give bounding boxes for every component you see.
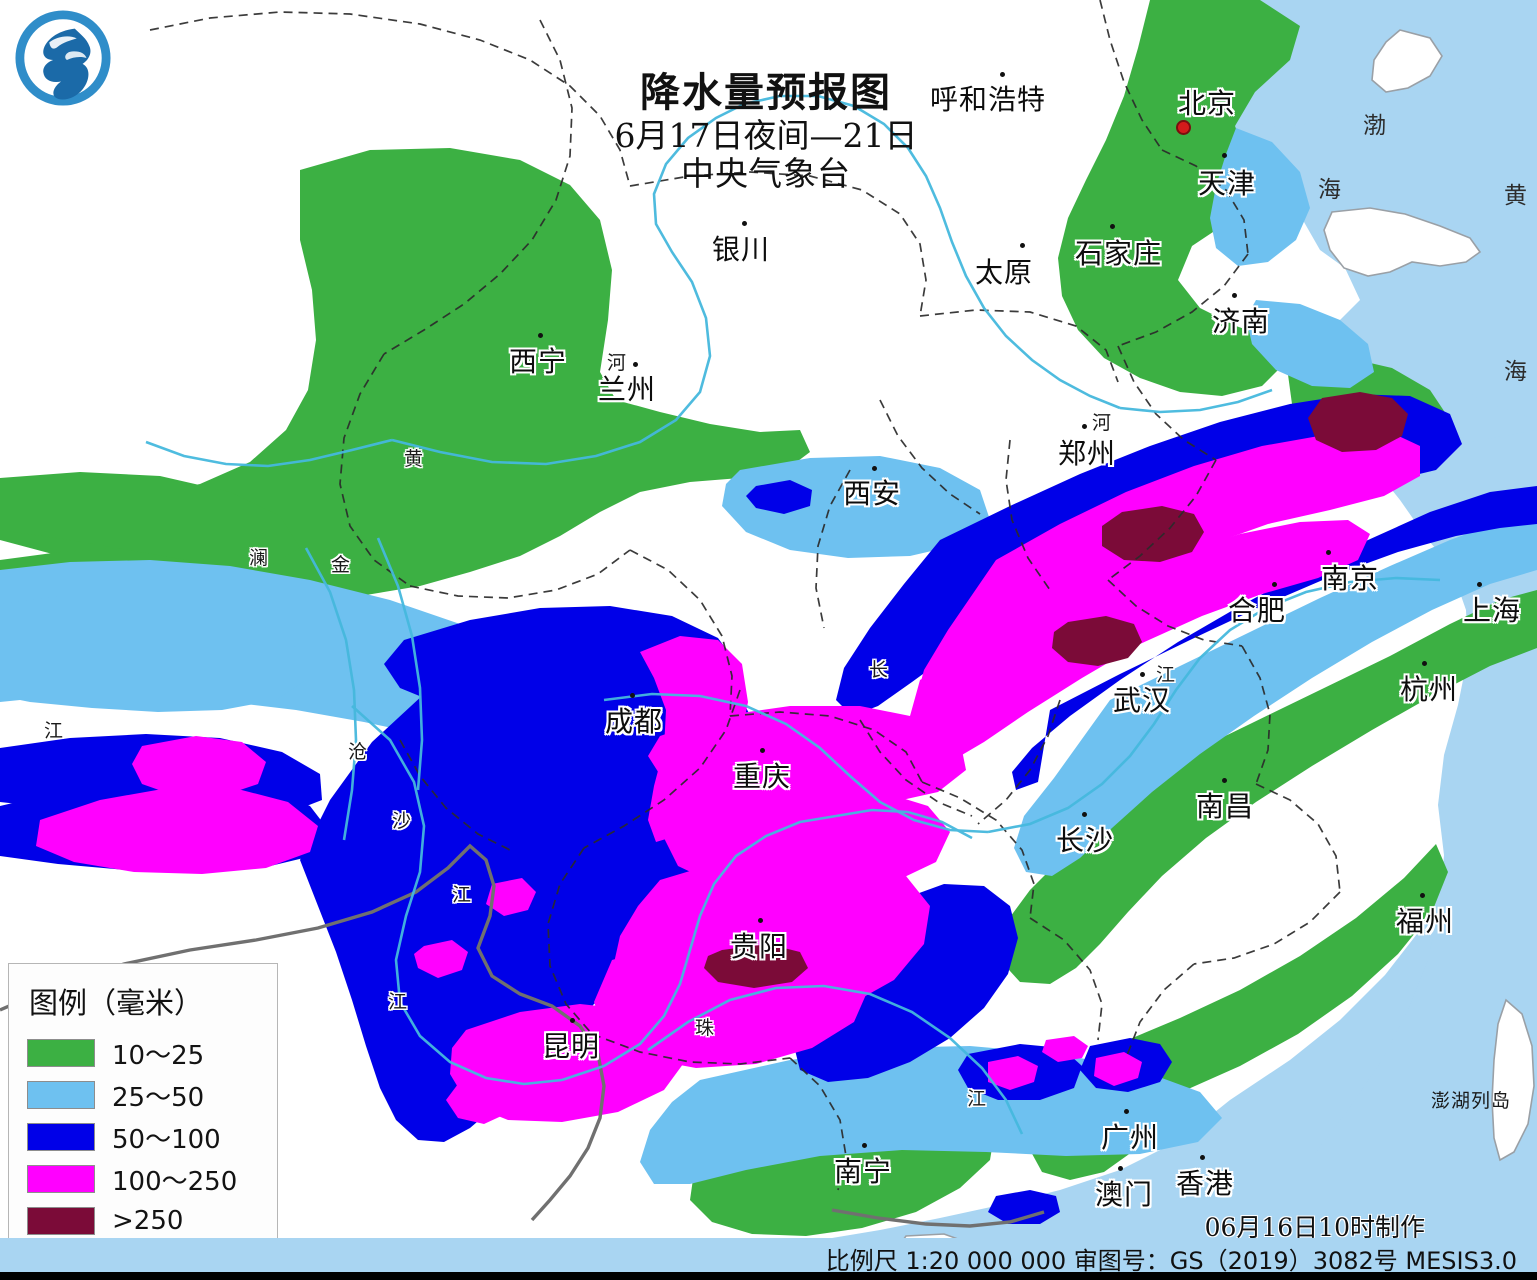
city-marker	[1232, 293, 1237, 298]
province-borders	[149, 0, 1341, 1191]
legend-row: 100～250	[27, 1158, 263, 1200]
liaodong-peninsula	[1371, 29, 1443, 93]
city-marker	[1082, 424, 1087, 429]
legend-title: 图例（毫米）	[29, 986, 204, 1020]
legend-swatch	[27, 1207, 95, 1235]
city-marker	[1124, 1109, 1129, 1114]
city-marker	[1420, 893, 1425, 898]
city-marker	[538, 333, 543, 338]
produced-at-timestamp: 06月16日10时制作	[1204, 1213, 1425, 1242]
city-marker	[760, 748, 765, 753]
legend-row: 50～100	[27, 1116, 263, 1158]
shandong-peninsula	[1323, 207, 1482, 277]
city-marker	[872, 466, 877, 471]
cma-dragon-logo	[15, 10, 111, 106]
city-marker	[633, 362, 638, 367]
sea-east-china	[1200, 430, 1537, 1280]
city-marker	[1422, 661, 1427, 666]
city-marker	[1200, 1155, 1205, 1160]
city-marker	[1222, 778, 1227, 783]
capital-marker	[1176, 120, 1191, 135]
footer-metadata-line: 比例尺 1:20 000 000 审图号：GS（2019）3082号 MESIS…	[825, 1247, 1517, 1275]
legend-swatch	[27, 1123, 95, 1151]
city-marker	[1140, 672, 1145, 677]
legend-swatch	[27, 1081, 95, 1109]
city-marker	[758, 918, 763, 923]
city-marker	[630, 693, 635, 698]
legend-label: >250	[112, 1206, 184, 1236]
legend-label: 25～50	[112, 1082, 205, 1113]
city-marker	[570, 1018, 575, 1023]
precip-band-over-250	[704, 392, 1408, 988]
legend-label: 10～25	[112, 1040, 205, 1071]
city-marker	[1326, 550, 1331, 555]
legend-swatch	[27, 1165, 95, 1193]
legend-label: 50～100	[112, 1124, 221, 1155]
rivers	[145, 94, 1441, 1135]
taiwan-island	[1491, 998, 1535, 1162]
city-marker	[1272, 582, 1277, 587]
legend-row: >250	[27, 1200, 263, 1242]
city-marker	[1118, 1166, 1123, 1171]
legend-label: 100～250	[112, 1166, 238, 1197]
bottom-black-bar	[0, 1272, 1537, 1280]
city-marker	[1477, 582, 1482, 587]
city-marker	[1020, 243, 1025, 248]
city-marker	[742, 221, 747, 226]
legend-row: 25～50	[27, 1074, 263, 1116]
city-marker	[1000, 72, 1005, 77]
legend-rows: 10～25 25～50 50～100 100～250 >250	[27, 1032, 263, 1242]
legend-panel: 图例（毫米） 10～25 25～50 50～100 100～250 >250	[8, 963, 278, 1248]
city-marker	[1082, 812, 1087, 817]
national-border	[0, 843, 1045, 1228]
city-marker	[1110, 224, 1115, 229]
legend-swatch	[27, 1039, 95, 1067]
city-marker	[1222, 153, 1227, 158]
city-marker	[862, 1143, 867, 1148]
legend-row: 10～25	[27, 1032, 263, 1074]
